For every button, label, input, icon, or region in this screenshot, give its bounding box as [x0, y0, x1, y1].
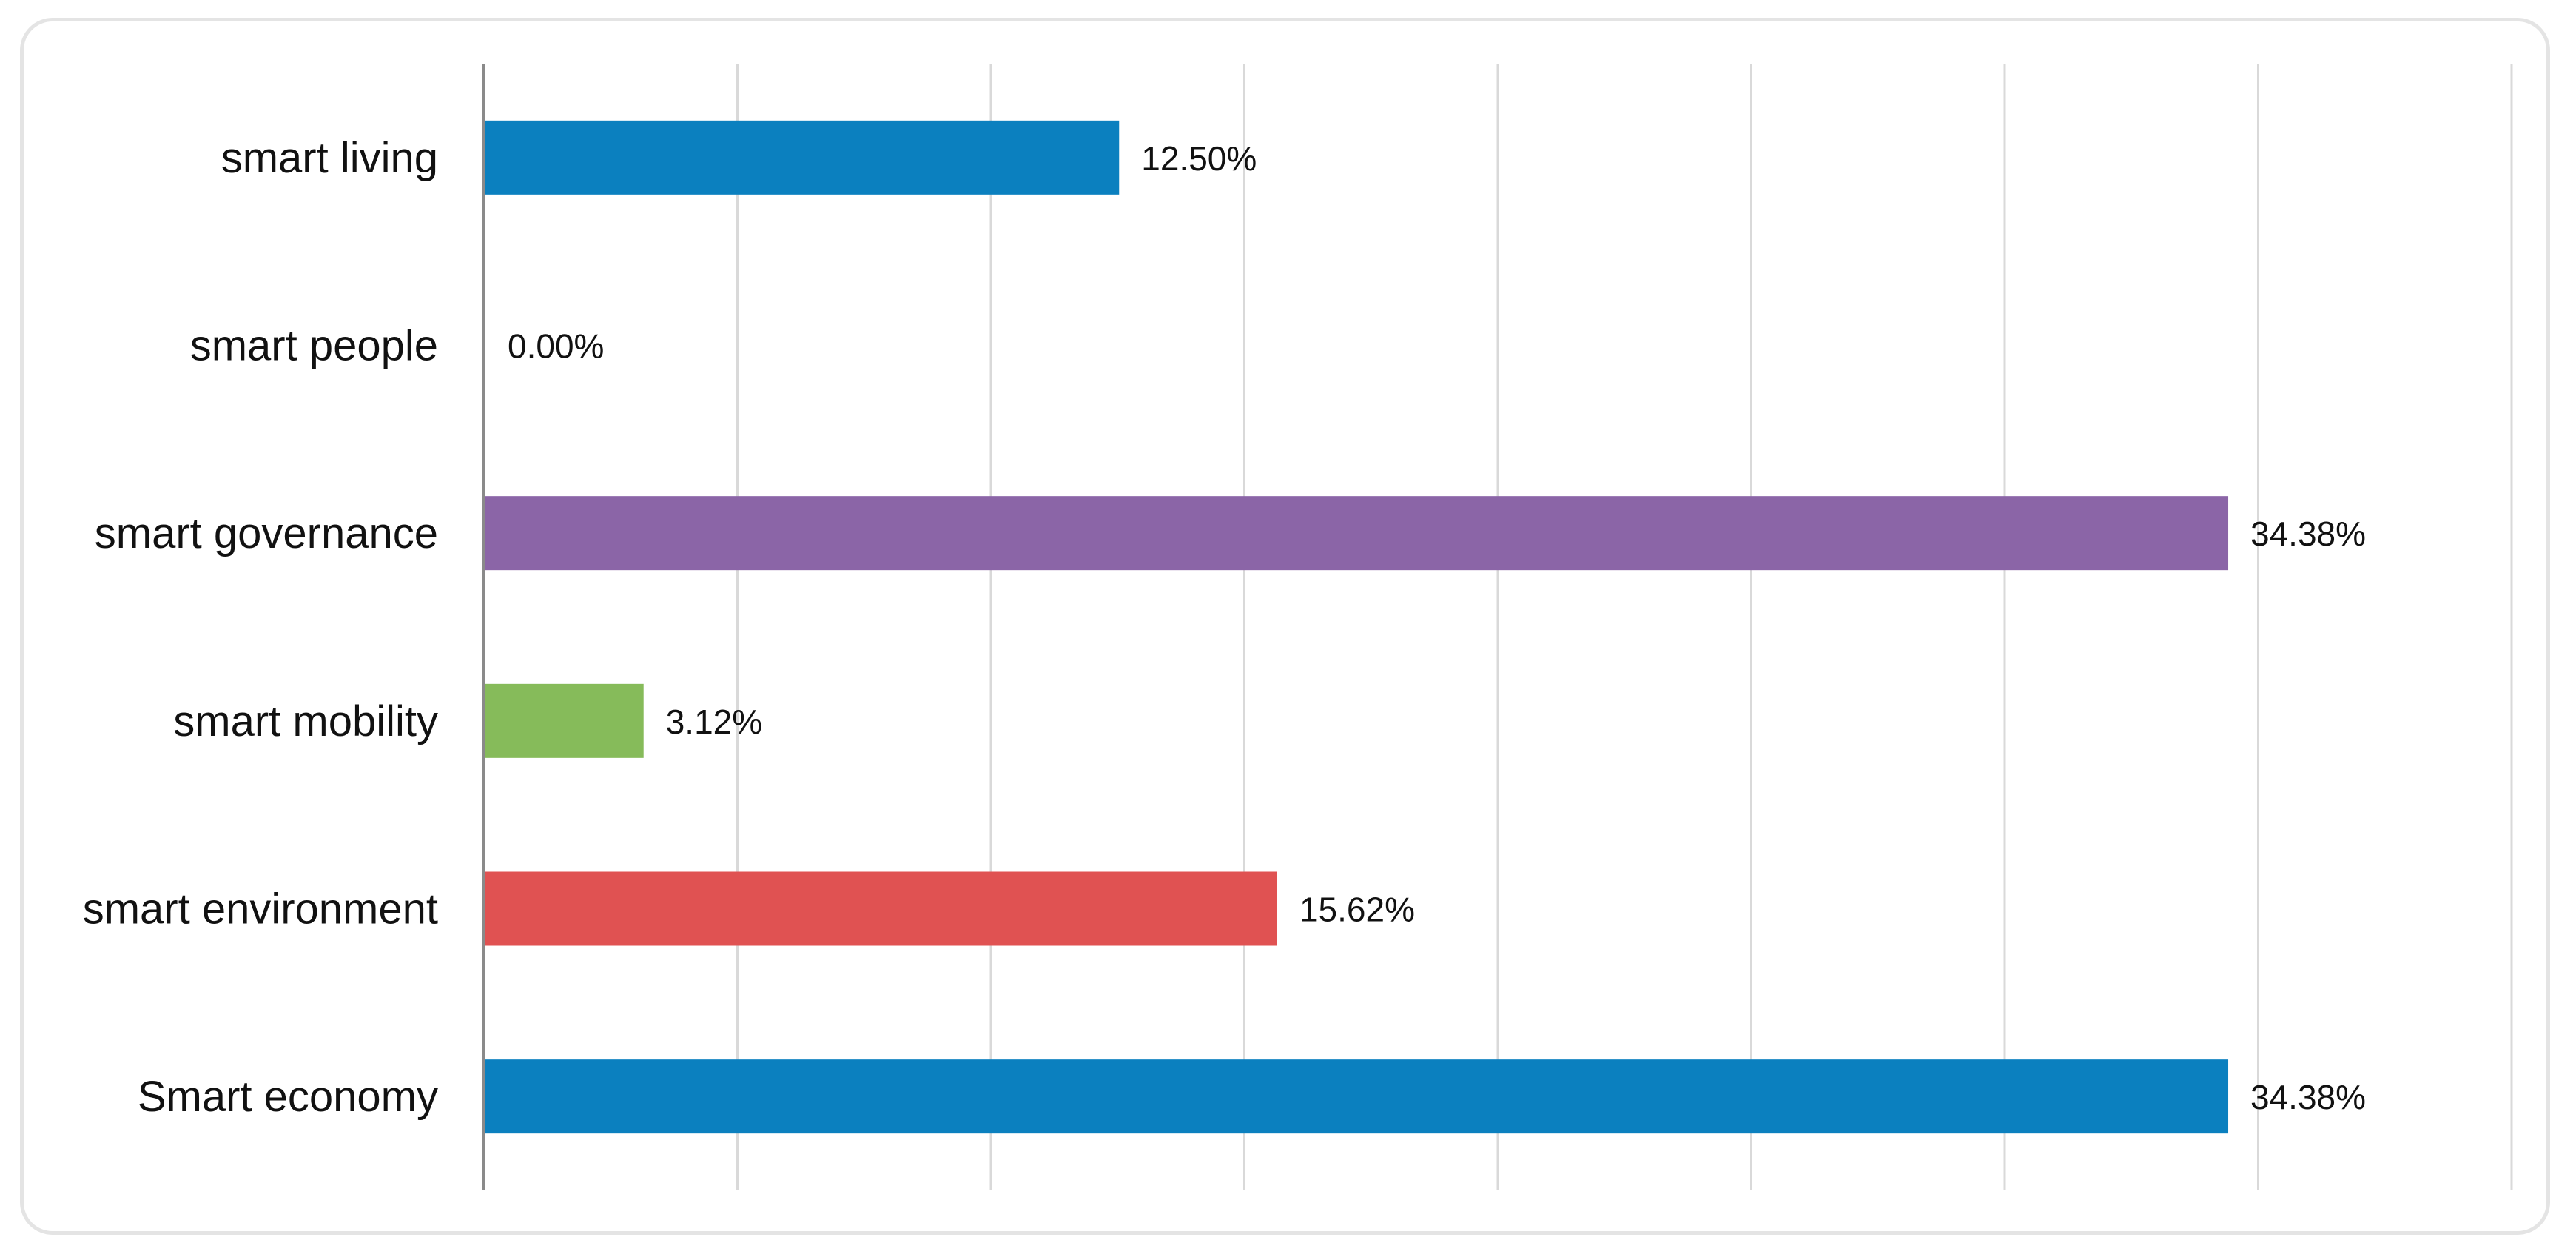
bars [485, 120, 2229, 1134]
bar [485, 871, 1277, 946]
category-label: smart governance [95, 509, 438, 557]
data-label: 34.38% [2250, 1078, 2366, 1116]
bar [485, 496, 2229, 571]
category-label: Smart economy [138, 1073, 438, 1121]
data-label: 15.62% [1299, 891, 1415, 929]
bar [485, 120, 1120, 195]
category-labels: smart living smart people smart governance… [83, 134, 438, 1121]
chart-frame [20, 18, 2550, 1235]
category-label: smart mobility [173, 697, 438, 745]
category-label: smart people [190, 322, 438, 370]
bar [485, 683, 644, 758]
category-label: smart living [221, 134, 438, 182]
data-label: 12.50% [1141, 139, 1257, 178]
gridlines [736, 64, 2513, 1190]
category-label: smart environment [83, 885, 438, 934]
bar [485, 1059, 2229, 1134]
data-label: 0.00% [508, 327, 604, 366]
data-label: 34.38% [2250, 515, 2366, 553]
value-labels: 12.50% 0.00% 34.38% 3.12% 15.62% 34.38% [508, 139, 2366, 1116]
data-label: 3.12% [666, 703, 762, 741]
